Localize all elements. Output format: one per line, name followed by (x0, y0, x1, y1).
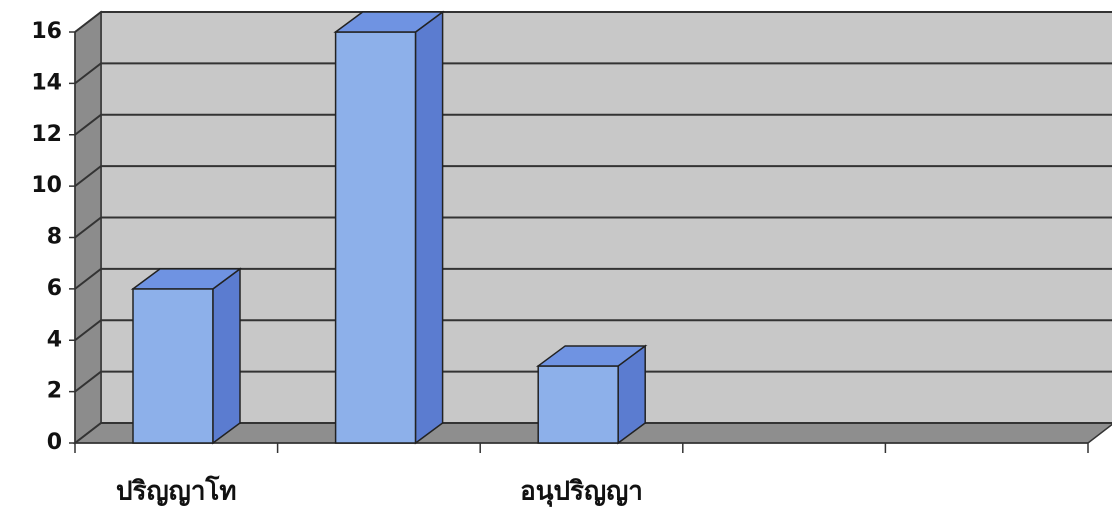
grid-line (74, 319, 1112, 342)
y-tick-label: 6 (47, 276, 62, 301)
bar-front (132, 288, 214, 444)
grid-line (74, 370, 1112, 393)
x-tick-label: อนุปริญญา (520, 477, 643, 508)
grid-line (74, 113, 1112, 136)
y-tick-label: 16 (31, 19, 62, 44)
bar-side (414, 10, 444, 445)
y-tick-label: 14 (31, 70, 62, 95)
grid-line (74, 267, 1112, 290)
grid-line (74, 422, 1112, 444)
grid-line (74, 165, 1112, 187)
bar-top (130, 268, 243, 290)
bar-front (334, 31, 417, 444)
grid-line (74, 11, 1112, 33)
grid-line (74, 62, 1112, 85)
y-tick-label: 10 (31, 173, 62, 198)
x-tick-label: ปริญญาโท (116, 475, 236, 507)
bar-top (535, 345, 648, 367)
bar-side (212, 267, 241, 445)
y-tick-label: 4 (47, 327, 62, 352)
bar (333, 10, 445, 445)
y-tick-label: 8 (47, 225, 62, 250)
bar-front (537, 365, 619, 444)
bar-top (333, 11, 445, 33)
y-tick-label: 2 (47, 379, 62, 404)
grid-line (74, 216, 1112, 239)
y-tick-label: 0 (47, 430, 62, 455)
y-tick-label: 12 (31, 122, 62, 147)
bar (535, 344, 648, 445)
bar (130, 267, 243, 445)
